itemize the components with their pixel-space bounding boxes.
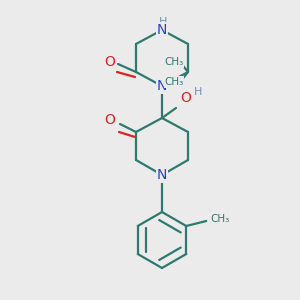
- Text: O: O: [105, 113, 116, 127]
- Text: O: O: [105, 55, 116, 69]
- Text: CH₃: CH₃: [211, 214, 230, 224]
- Text: CH₃: CH₃: [164, 57, 184, 67]
- Text: N: N: [157, 23, 167, 37]
- Text: N: N: [157, 79, 167, 93]
- Text: H: H: [159, 17, 167, 27]
- Text: H: H: [194, 87, 202, 97]
- Text: O: O: [181, 91, 191, 105]
- Text: N: N: [157, 168, 167, 182]
- Text: CH₃: CH₃: [164, 77, 184, 87]
